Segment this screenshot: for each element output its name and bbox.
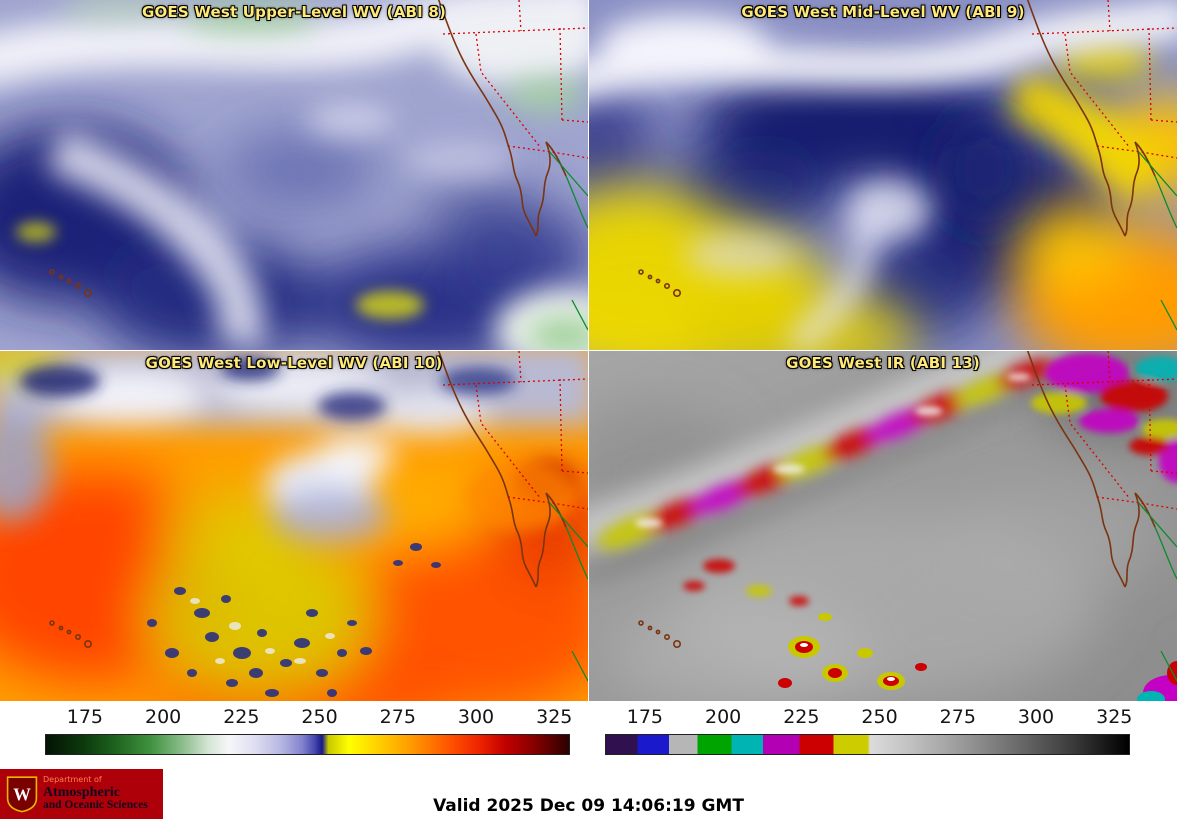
logo-line-1: Atmospheric bbox=[43, 784, 120, 800]
uw-crest-icon: W bbox=[6, 776, 38, 813]
logo-department-line: Department of bbox=[43, 775, 102, 785]
band-white-cores bbox=[635, 373, 1031, 606]
panel-mid-level-wv: GOES West Mid-Level WV (ABI 9) bbox=[589, 0, 1177, 350]
moist-white-bands bbox=[589, 0, 1177, 350]
satellite-image-ir bbox=[589, 351, 1177, 701]
ir-colorbar-ticks: 175 200 225 250 275 300 325 bbox=[605, 703, 1133, 731]
panel-title: GOES West Low-Level WV (ABI 10) bbox=[145, 354, 443, 372]
tick-label: 225 bbox=[223, 706, 260, 728]
tick-label: 275 bbox=[379, 706, 416, 728]
convective-specks bbox=[778, 613, 1177, 701]
tick-label: 325 bbox=[536, 706, 573, 728]
tick-label: 275 bbox=[939, 706, 976, 728]
tick-label: 325 bbox=[1096, 706, 1133, 728]
satellite-image-mid-wv bbox=[589, 0, 1177, 350]
dry-slot bbox=[944, 115, 1024, 225]
tick-label: 250 bbox=[861, 706, 898, 728]
satellite-image-upper-wv bbox=[0, 0, 588, 350]
tick-label: 300 bbox=[1017, 706, 1055, 728]
panel-ir: GOES West IR (ABI 13) bbox=[589, 351, 1177, 701]
valid-timestamp: Valid 2025 Dec 09 14:06:19 GMT bbox=[433, 796, 744, 816]
panel-title: GOES West IR (ABI 13) bbox=[786, 354, 980, 372]
ir-colorbar-gradient bbox=[605, 734, 1130, 755]
panel-grid: GOES West Upper-Level WV (ABI 8) bbox=[0, 0, 1177, 701]
tick-label: 300 bbox=[457, 706, 495, 728]
tick-label: 250 bbox=[301, 706, 338, 728]
wv-colorbar-ticks: 175 200 225 250 275 300 325 bbox=[45, 703, 573, 731]
warm-yellow-spots bbox=[16, 222, 424, 319]
tick-label: 200 bbox=[704, 706, 742, 728]
ir-colorbar: 175 200 225 250 275 300 325 bbox=[588, 703, 1177, 767]
tick-label: 200 bbox=[144, 706, 182, 728]
panel-low-level-wv: GOES West Low-Level WV (ABI 10) bbox=[0, 351, 588, 701]
panel-title: GOES West Mid-Level WV (ABI 9) bbox=[741, 3, 1025, 21]
colorbar-row: 175 200 225 250 275 300 325 175 200 225 … bbox=[0, 703, 1177, 767]
tick-label: 175 bbox=[626, 706, 664, 728]
aos-department-logo[interactable]: W Department of Atmospheric and Oceanic … bbox=[0, 769, 163, 819]
logo-line-2: and Oceanic Sciences bbox=[43, 798, 148, 811]
tick-label: 175 bbox=[66, 706, 104, 728]
svg-text:W: W bbox=[13, 784, 31, 804]
logo-text: Department of Atmospheric and Oceanic Sc… bbox=[43, 776, 148, 811]
panel-upper-level-wv: GOES West Upper-Level WV (ABI 8) bbox=[0, 0, 588, 350]
satellite-image-low-wv bbox=[0, 351, 588, 701]
cumulus-white-speckles bbox=[190, 598, 335, 664]
panel-title: GOES West Upper-Level WV (ABI 8) bbox=[141, 3, 447, 21]
footer: W Department of Atmospheric and Oceanic … bbox=[0, 767, 1177, 820]
wv-colorbar: 175 200 225 250 275 300 325 bbox=[0, 703, 588, 767]
cumulus-speckles bbox=[147, 543, 441, 697]
cold-green-tints bbox=[60, 0, 588, 350]
tick-label: 225 bbox=[783, 706, 820, 728]
wv-colorbar-gradient bbox=[45, 734, 570, 755]
band-dark-patches bbox=[20, 357, 577, 531]
dry-dark-regions bbox=[0, 125, 588, 350]
